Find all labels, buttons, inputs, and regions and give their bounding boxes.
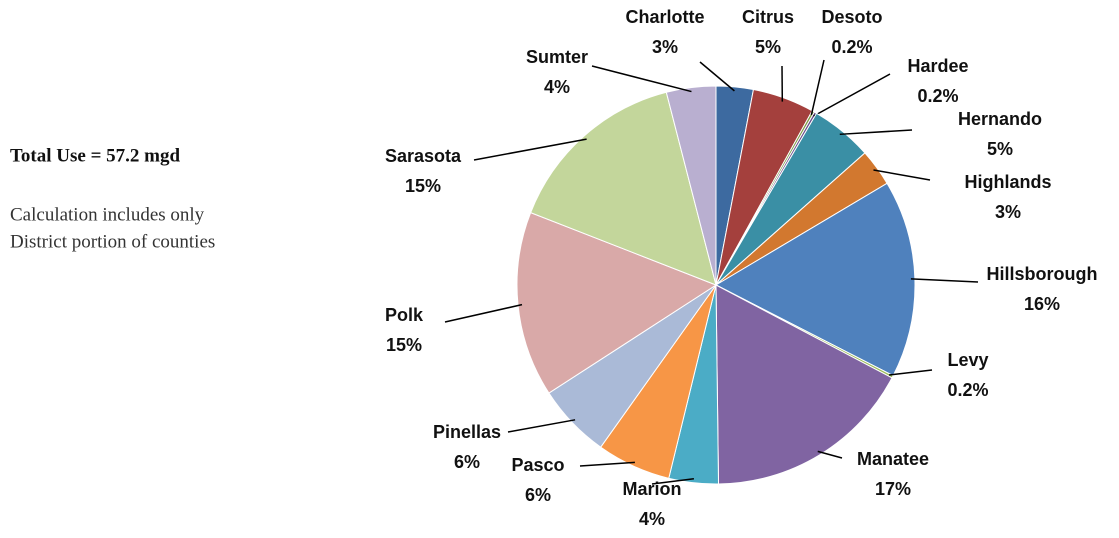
leader-line: [699, 61, 735, 92]
slice-label: Levy: [947, 350, 988, 370]
value-label: 0.2%: [947, 380, 988, 400]
leader-line: [888, 369, 933, 376]
note-line: Calculation includes only: [10, 204, 205, 225]
value-label: 4%: [544, 77, 570, 97]
value-label: 6%: [525, 485, 551, 505]
slice-label: Polk: [385, 305, 424, 325]
value-label: 3%: [652, 37, 678, 57]
slice-label: Manatee: [857, 449, 929, 469]
leader-line: [817, 450, 843, 459]
slice-label: Pasco: [511, 455, 564, 475]
leader-line: [473, 138, 587, 161]
slice-label: Hillsborough: [987, 264, 1098, 284]
value-label: 5%: [987, 139, 1013, 159]
slice-label: Hardee: [907, 56, 968, 76]
slice: [665, 85, 717, 286]
slice-label: Citrus: [742, 7, 794, 27]
slice: [715, 284, 893, 485]
slice-label: Pinellas: [433, 422, 501, 442]
slice-label: Hernando: [958, 109, 1042, 129]
value-label: 15%: [405, 176, 441, 196]
leader-line: [810, 59, 825, 116]
value-label: 17%: [875, 479, 911, 499]
slice-label: Sarasota: [385, 146, 462, 166]
value-label: 3%: [995, 202, 1021, 222]
value-label: 16%: [1024, 294, 1060, 314]
leader-line: [813, 73, 891, 117]
total-use: Total Use = 57.2 mgd: [10, 145, 180, 166]
value-label: 0.2%: [917, 86, 958, 106]
slice-label: Marion: [622, 479, 681, 499]
value-label: 0.2%: [831, 37, 872, 57]
leader-line: [591, 65, 692, 93]
value-label: 5%: [755, 37, 781, 57]
leader-line: [910, 278, 979, 283]
leader-line: [444, 303, 523, 323]
leader-line: [651, 477, 694, 485]
value-label: 6%: [454, 452, 480, 472]
leader-line: [579, 461, 635, 467]
slice-label: Highlands: [964, 172, 1051, 192]
value-label: 4%: [639, 509, 665, 529]
leader-line: [507, 419, 576, 433]
note-line: District portion of counties: [10, 231, 215, 252]
leader-line: [873, 169, 931, 181]
leader-line: [839, 129, 913, 136]
slice-label: Sumter: [526, 47, 588, 67]
slice-label: Charlotte: [625, 7, 704, 27]
slice-label: Desoto: [821, 7, 882, 27]
value-label: 15%: [386, 335, 422, 355]
slice: [529, 91, 717, 286]
